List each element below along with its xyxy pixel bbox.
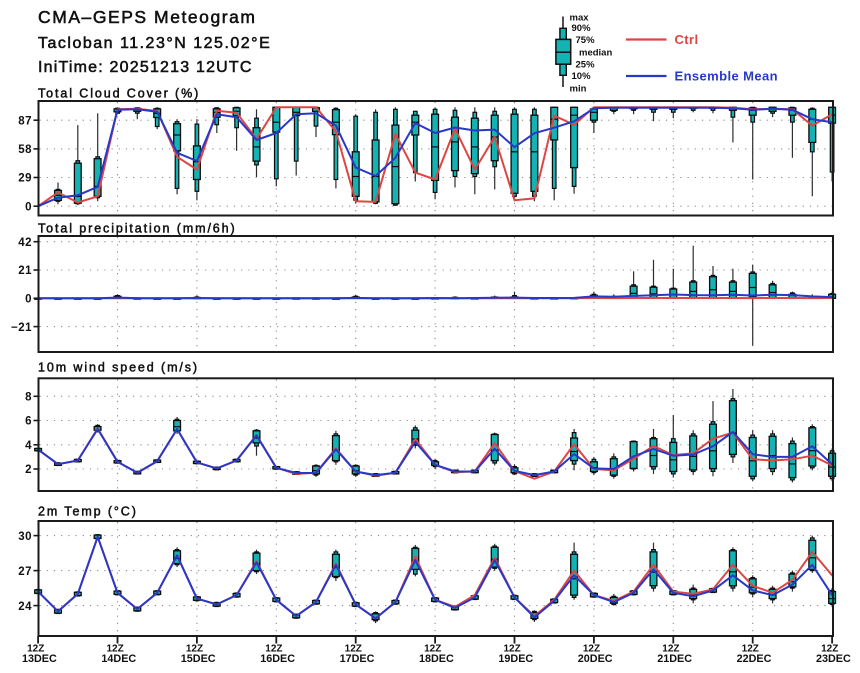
svg-text:min: min bbox=[570, 84, 587, 95]
svg-text:CMA–GEPS Meteogram: CMA–GEPS Meteogram bbox=[38, 7, 257, 27]
svg-text:Ensemble Mean: Ensemble Mean bbox=[675, 69, 778, 84]
svg-text:21: 21 bbox=[18, 265, 32, 277]
svg-text:2: 2 bbox=[25, 464, 32, 476]
svg-text:Total precipitation (mm/6h): Total precipitation (mm/6h) bbox=[38, 222, 237, 236]
svg-text:Tacloban 11.23°N 125.02°E: Tacloban 11.23°N 125.02°E bbox=[38, 35, 271, 52]
svg-text:29: 29 bbox=[18, 173, 32, 185]
svg-text:17DEC: 17DEC bbox=[340, 653, 375, 665]
svg-text:16DEC: 16DEC bbox=[260, 653, 295, 665]
svg-text:0: 0 bbox=[25, 294, 32, 306]
svg-text:0: 0 bbox=[25, 201, 32, 213]
svg-text:10m wind speed (m/s): 10m wind speed (m/s) bbox=[38, 361, 199, 375]
svg-text:12Z: 12Z bbox=[821, 644, 838, 655]
svg-text:20DEC: 20DEC bbox=[578, 653, 613, 665]
svg-text:12Z: 12Z bbox=[186, 644, 203, 655]
svg-text:12Z: 12Z bbox=[424, 644, 441, 655]
svg-text:12Z: 12Z bbox=[27, 644, 44, 655]
svg-text:13DEC: 13DEC bbox=[22, 653, 57, 665]
svg-text:max: max bbox=[570, 13, 590, 24]
svg-text:25%: 25% bbox=[576, 60, 596, 71]
svg-text:Ctrl: Ctrl bbox=[675, 32, 699, 47]
svg-text:75%: 75% bbox=[576, 35, 596, 46]
svg-text:42: 42 bbox=[18, 237, 32, 249]
svg-text:12Z: 12Z bbox=[583, 644, 600, 655]
svg-text:30: 30 bbox=[18, 531, 32, 543]
svg-text:90%: 90% bbox=[572, 23, 592, 34]
svg-text:10%: 10% bbox=[572, 71, 592, 82]
svg-text:12Z: 12Z bbox=[345, 644, 362, 655]
svg-text:12Z: 12Z bbox=[742, 644, 759, 655]
svg-text:6: 6 bbox=[25, 416, 32, 428]
svg-text:18DEC: 18DEC bbox=[419, 653, 454, 665]
svg-text:22DEC: 22DEC bbox=[737, 653, 772, 665]
svg-text:23DEC: 23DEC bbox=[816, 653, 851, 665]
svg-text:27: 27 bbox=[18, 566, 32, 578]
svg-text:2m Temp (°C): 2m Temp (°C) bbox=[38, 505, 138, 519]
svg-text:15DEC: 15DEC bbox=[181, 653, 216, 665]
svg-text:12Z: 12Z bbox=[503, 644, 520, 655]
svg-text:8: 8 bbox=[25, 392, 32, 404]
svg-text:24: 24 bbox=[18, 601, 32, 613]
svg-text:−21: −21 bbox=[11, 322, 32, 334]
svg-text:87: 87 bbox=[18, 115, 32, 127]
svg-text:IniTime: 20251213 12UTC: IniTime: 20251213 12UTC bbox=[38, 59, 253, 76]
svg-text:21DEC: 21DEC bbox=[657, 653, 692, 665]
svg-text:12Z: 12Z bbox=[265, 644, 282, 655]
svg-text:58: 58 bbox=[18, 144, 32, 156]
svg-text:14DEC: 14DEC bbox=[101, 653, 136, 665]
svg-text:12Z: 12Z bbox=[662, 644, 679, 655]
svg-text:median: median bbox=[579, 48, 612, 59]
svg-text:4: 4 bbox=[25, 440, 32, 452]
svg-text:Total Cloud Cover (%): Total Cloud Cover (%) bbox=[38, 87, 200, 101]
svg-text:19DEC: 19DEC bbox=[498, 653, 533, 665]
svg-text:12Z: 12Z bbox=[106, 644, 123, 655]
